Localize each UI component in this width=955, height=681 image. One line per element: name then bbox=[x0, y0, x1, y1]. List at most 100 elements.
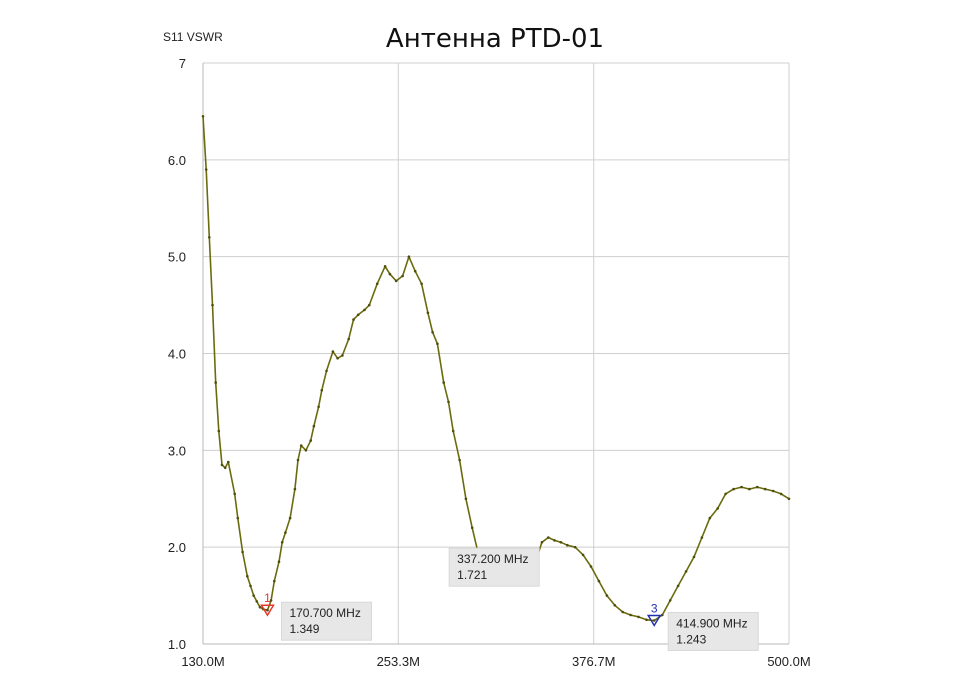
data-point bbox=[629, 613, 632, 617]
data-point bbox=[589, 565, 593, 568]
data-point bbox=[352, 318, 355, 321]
data-point bbox=[559, 541, 563, 544]
data-point bbox=[331, 350, 335, 353]
data-point bbox=[470, 526, 474, 530]
data-point bbox=[553, 539, 556, 542]
data-point bbox=[266, 608, 269, 612]
data-point bbox=[684, 570, 688, 573]
data-point bbox=[645, 618, 648, 622]
data-point bbox=[652, 619, 656, 622]
data-point bbox=[771, 489, 775, 493]
data-point bbox=[312, 424, 316, 428]
data-point bbox=[317, 405, 320, 409]
data-point bbox=[732, 487, 735, 491]
data-point bbox=[413, 269, 417, 273]
data-point bbox=[605, 594, 609, 597]
marker-1: 1 170.700 MHz 1.349 bbox=[260, 591, 372, 641]
data-point bbox=[748, 487, 751, 491]
data-point bbox=[252, 594, 255, 597]
data-point bbox=[320, 389, 324, 392]
marker-frequency: 414.900 MHz bbox=[676, 616, 747, 630]
data-point bbox=[255, 600, 259, 603]
data-point bbox=[383, 265, 387, 268]
data-point bbox=[220, 463, 224, 467]
data-point bbox=[277, 560, 281, 563]
data-point bbox=[581, 553, 585, 557]
data-point bbox=[573, 545, 577, 549]
data-point bbox=[708, 516, 712, 520]
marker-3: 3 414.900 MHz 1.243 bbox=[646, 601, 759, 651]
data-point bbox=[613, 604, 617, 607]
data-point bbox=[214, 381, 217, 384]
data-point bbox=[763, 487, 767, 491]
data-point bbox=[217, 429, 221, 433]
data-point bbox=[716, 507, 719, 510]
data-point bbox=[288, 516, 292, 520]
marker-value: 1.721 bbox=[457, 568, 487, 582]
data-point bbox=[208, 236, 211, 239]
data-point bbox=[336, 357, 339, 360]
data-point bbox=[692, 555, 696, 559]
data-point bbox=[637, 615, 640, 619]
data-point bbox=[233, 492, 236, 496]
data-point bbox=[547, 536, 550, 539]
marker-frequency: 170.700 MHz bbox=[289, 606, 360, 620]
data-point bbox=[375, 282, 379, 286]
data-point bbox=[420, 282, 423, 286]
data-point bbox=[700, 536, 704, 539]
chart-title: Антенна PTD-01 bbox=[386, 24, 604, 54]
data-point bbox=[236, 516, 240, 520]
marker-readout-box bbox=[280, 601, 372, 641]
data-point bbox=[407, 255, 411, 258]
data-point bbox=[540, 541, 544, 544]
data-point bbox=[223, 466, 227, 470]
data-point bbox=[246, 574, 249, 578]
data-point bbox=[464, 497, 468, 501]
y-tick-label: 7 bbox=[179, 56, 186, 71]
data-point bbox=[661, 613, 664, 617]
data-point bbox=[442, 381, 446, 384]
marker-value: 1.349 bbox=[289, 622, 319, 636]
y-tick-label: 2.0 bbox=[168, 540, 186, 555]
y-tick-label: 1.0 bbox=[168, 637, 186, 652]
marker-triangle-icon bbox=[260, 604, 275, 617]
data-point bbox=[227, 460, 230, 464]
data-point bbox=[325, 369, 328, 373]
data-point bbox=[273, 579, 276, 583]
vswr-series-line bbox=[202, 116, 790, 622]
data-point bbox=[431, 330, 434, 334]
y-tick-labels: 1.0 2.0 3.0 4.0 5.0 6.0 7 bbox=[168, 56, 186, 652]
marker-number: 3 bbox=[651, 601, 658, 615]
y-tick-label: 6.0 bbox=[168, 153, 186, 168]
data-point bbox=[436, 342, 439, 346]
x-tick-label: 253.3M bbox=[377, 654, 420, 669]
data-point bbox=[293, 487, 297, 491]
data-point bbox=[258, 605, 262, 609]
data-point bbox=[779, 492, 783, 496]
data-point bbox=[597, 579, 601, 583]
marker-triangle-icon bbox=[646, 614, 662, 627]
data-point bbox=[787, 497, 791, 501]
data-point bbox=[426, 311, 430, 315]
data-point bbox=[566, 543, 569, 547]
x-tick-label: 376.7M bbox=[572, 654, 615, 669]
y-tick-label: 3.0 bbox=[168, 443, 186, 458]
y-axis-label: S11 VSWR bbox=[163, 30, 223, 44]
data-point bbox=[201, 115, 205, 118]
data-point bbox=[296, 458, 300, 462]
data-point bbox=[241, 550, 244, 554]
series-group bbox=[201, 115, 791, 622]
data-point bbox=[756, 485, 759, 489]
data-point bbox=[211, 303, 214, 307]
data-point bbox=[356, 313, 360, 317]
data-point bbox=[676, 584, 680, 588]
marker-readout-box bbox=[448, 547, 540, 587]
data-point bbox=[284, 531, 287, 534]
data-point bbox=[401, 274, 404, 278]
data-point bbox=[309, 439, 313, 442]
marker-value: 1.243 bbox=[676, 632, 706, 646]
data-point bbox=[249, 584, 252, 588]
